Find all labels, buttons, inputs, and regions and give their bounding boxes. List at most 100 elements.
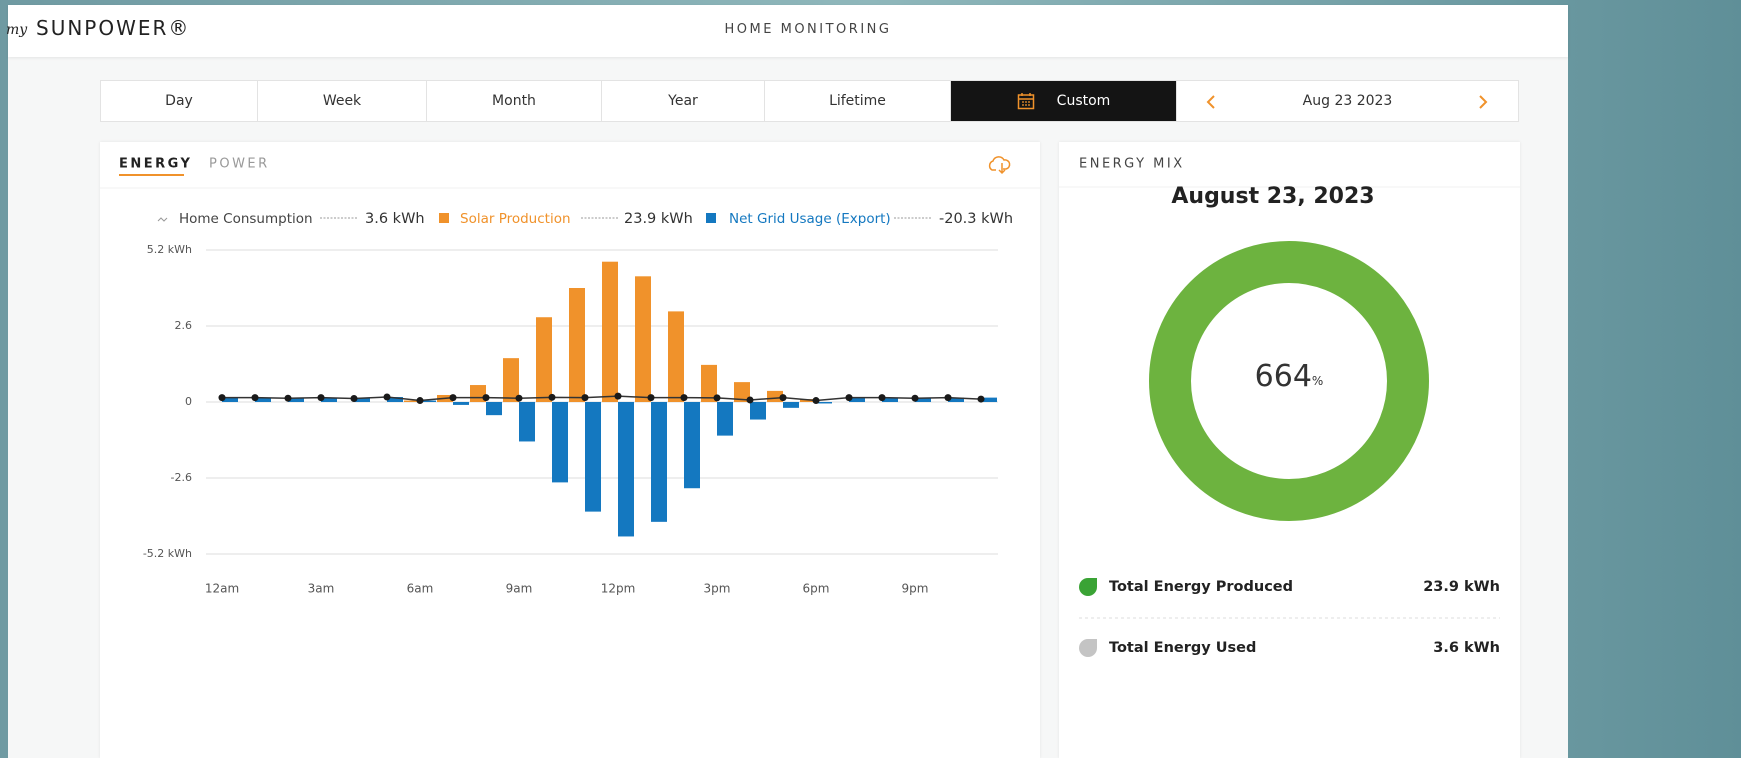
bar	[222, 397, 238, 402]
calendar-icon	[1017, 93, 1034, 110]
donut-label: 664%	[1255, 359, 1324, 394]
bar	[503, 358, 519, 402]
tab-label: Custom	[1056, 93, 1111, 109]
x-tick-label: 9pm	[902, 582, 929, 596]
bar	[882, 397, 898, 402]
next-button[interactable]	[1477, 95, 1489, 109]
x-tick-label: 9am	[506, 582, 533, 596]
tab[interactable]: Week	[258, 81, 427, 121]
bar	[552, 402, 568, 483]
percent-unit: %	[1312, 374, 1323, 388]
point	[944, 394, 952, 402]
point	[515, 394, 523, 402]
point	[680, 394, 688, 402]
bar	[420, 400, 436, 402]
bar	[734, 382, 750, 402]
item-icon	[1079, 639, 1097, 657]
tab[interactable]: Lifetime	[765, 81, 951, 121]
point	[647, 394, 655, 402]
chart: ENERGY POWER 5.2 kWh 2.6 0 -2.6 -5.2 kWh 12am…	[100, 156, 1040, 596]
point	[317, 394, 325, 402]
point	[614, 392, 622, 400]
point	[482, 394, 490, 402]
header	[8, 5, 1568, 57]
tab[interactable]: Day	[101, 81, 258, 121]
y-tick-label: 5.2 kWh	[147, 243, 192, 256]
point	[977, 395, 985, 403]
energy-panel: ENERGY POWER 5.2 kWh 2.6 0 -2.6 -5.2 kWh 12am…	[100, 142, 1040, 758]
bar	[387, 397, 403, 402]
bar	[981, 397, 997, 402]
bar	[635, 276, 651, 402]
tab-custom[interactable]: Custom	[951, 81, 1177, 121]
point	[218, 394, 226, 402]
tab[interactable]: Year	[602, 81, 765, 121]
legend-icon	[157, 217, 168, 222]
y-tick-label: 0	[185, 395, 192, 408]
bar	[618, 402, 634, 537]
bar	[767, 390, 783, 402]
legend-total: 23.9 kWh	[624, 211, 693, 227]
logo-prefix: my	[6, 22, 28, 38]
legend-total: -20.3 kWh	[939, 211, 1013, 227]
y-tick-label: 2.6	[175, 319, 193, 332]
legend-total: 3.6 kWh	[365, 211, 425, 227]
bar	[849, 397, 865, 402]
header-title: HOME MONITORING	[724, 22, 892, 37]
mix-date: August 23, 2023	[1171, 184, 1374, 209]
range-tabs: Day Week Month Year Lifetime Custom Aug …	[100, 80, 1519, 122]
bar	[486, 402, 502, 416]
point	[746, 396, 754, 404]
point	[845, 394, 853, 402]
y-tick-label: -2.6	[171, 471, 192, 484]
bar	[585, 402, 601, 512]
percent: 664	[1255, 359, 1312, 394]
energy-mix: ENERGY MIX August 23, 2023 664% Total Ene…	[1059, 157, 1520, 657]
legend-label: Net Grid Usage (Export)	[729, 211, 891, 227]
date: Aug 23 2023	[1302, 93, 1393, 109]
bar	[684, 402, 700, 489]
energy-tab[interactable]: ENERGY	[119, 157, 192, 172]
item-icon	[1079, 578, 1097, 596]
tab-underline	[119, 174, 184, 176]
point	[383, 393, 391, 401]
y-tick-label: -5.2 kWh	[143, 547, 192, 560]
donut-ring	[1149, 241, 1429, 521]
point	[548, 393, 556, 401]
point	[251, 394, 259, 402]
x-tick-label: 6am	[407, 582, 434, 596]
legend-label: Home Consumption	[179, 211, 313, 227]
point	[911, 394, 919, 402]
point	[416, 397, 424, 405]
bar	[651, 402, 667, 522]
legend-icon	[706, 213, 716, 223]
bar	[783, 402, 799, 408]
download-icon[interactable]	[988, 156, 1011, 175]
power-tab[interactable]: POWER	[209, 157, 270, 172]
bar	[569, 288, 585, 402]
bar	[321, 397, 337, 402]
tab[interactable]: Month	[427, 81, 602, 121]
item-value: 3.6 kWh	[1433, 640, 1500, 656]
bar	[255, 397, 271, 402]
item-label: Total Energy Used	[1109, 640, 1256, 656]
bar	[519, 402, 535, 442]
point	[284, 394, 292, 402]
x-tick-label: 3pm	[704, 582, 731, 596]
bar	[602, 261, 618, 402]
bar	[288, 397, 304, 402]
prev-button[interactable]	[1205, 95, 1217, 109]
bar	[915, 397, 931, 402]
point	[713, 394, 721, 402]
legend-label: Solar Production	[460, 211, 571, 227]
point	[878, 394, 886, 402]
x-tick-label: 3am	[308, 582, 335, 596]
line	[222, 395, 982, 402]
panel-title: ENERGY MIX	[1079, 157, 1185, 172]
bar	[453, 402, 469, 405]
bar	[536, 317, 552, 402]
x-tick-label: 12pm	[601, 582, 636, 596]
bar	[816, 402, 832, 404]
bar	[701, 364, 717, 402]
